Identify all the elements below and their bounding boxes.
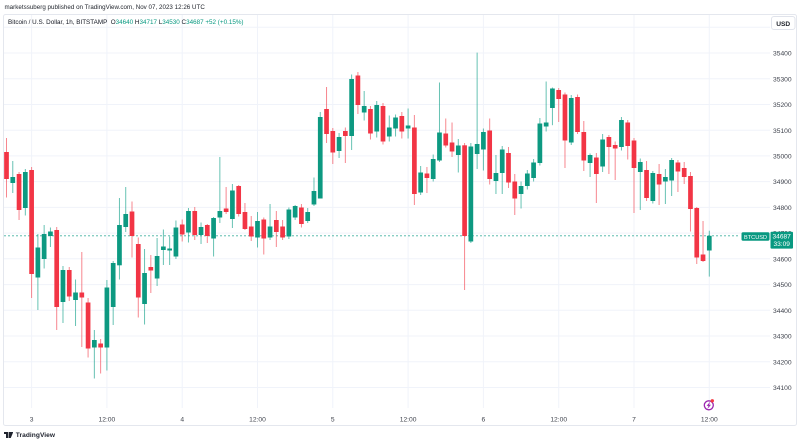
- svg-text:34500: 34500: [773, 282, 792, 289]
- svg-text:34600: 34600: [773, 256, 792, 263]
- svg-text:3: 3: [30, 416, 34, 423]
- svg-text:USD: USD: [776, 21, 790, 28]
- svg-text:35300: 35300: [773, 76, 792, 83]
- svg-text:35000: 35000: [773, 154, 792, 161]
- svg-text:6: 6: [482, 416, 486, 423]
- svg-text:5: 5: [331, 416, 335, 423]
- svg-text:34100: 34100: [773, 385, 792, 392]
- svg-text:34200: 34200: [773, 359, 792, 366]
- svg-text:34400: 34400: [773, 308, 792, 315]
- svg-text:4: 4: [180, 416, 184, 423]
- svg-text:34800: 34800: [773, 205, 792, 212]
- svg-text:34900: 34900: [773, 179, 792, 186]
- svg-text:34300: 34300: [773, 334, 792, 341]
- svg-text:12:00: 12:00: [701, 416, 718, 423]
- svg-text:12:00: 12:00: [400, 416, 417, 423]
- svg-text:12:00: 12:00: [550, 416, 567, 423]
- svg-text:7: 7: [632, 416, 636, 423]
- svg-text:35400: 35400: [773, 51, 792, 58]
- svg-text:12:00: 12:00: [249, 416, 266, 423]
- svg-text:35200: 35200: [773, 102, 792, 109]
- svg-text:33:09: 33:09: [773, 241, 790, 248]
- svg-text:BTCUSD: BTCUSD: [744, 235, 767, 241]
- svg-text:35100: 35100: [773, 128, 792, 135]
- svg-text:12:00: 12:00: [99, 416, 116, 423]
- svg-text:34687: 34687: [773, 234, 792, 241]
